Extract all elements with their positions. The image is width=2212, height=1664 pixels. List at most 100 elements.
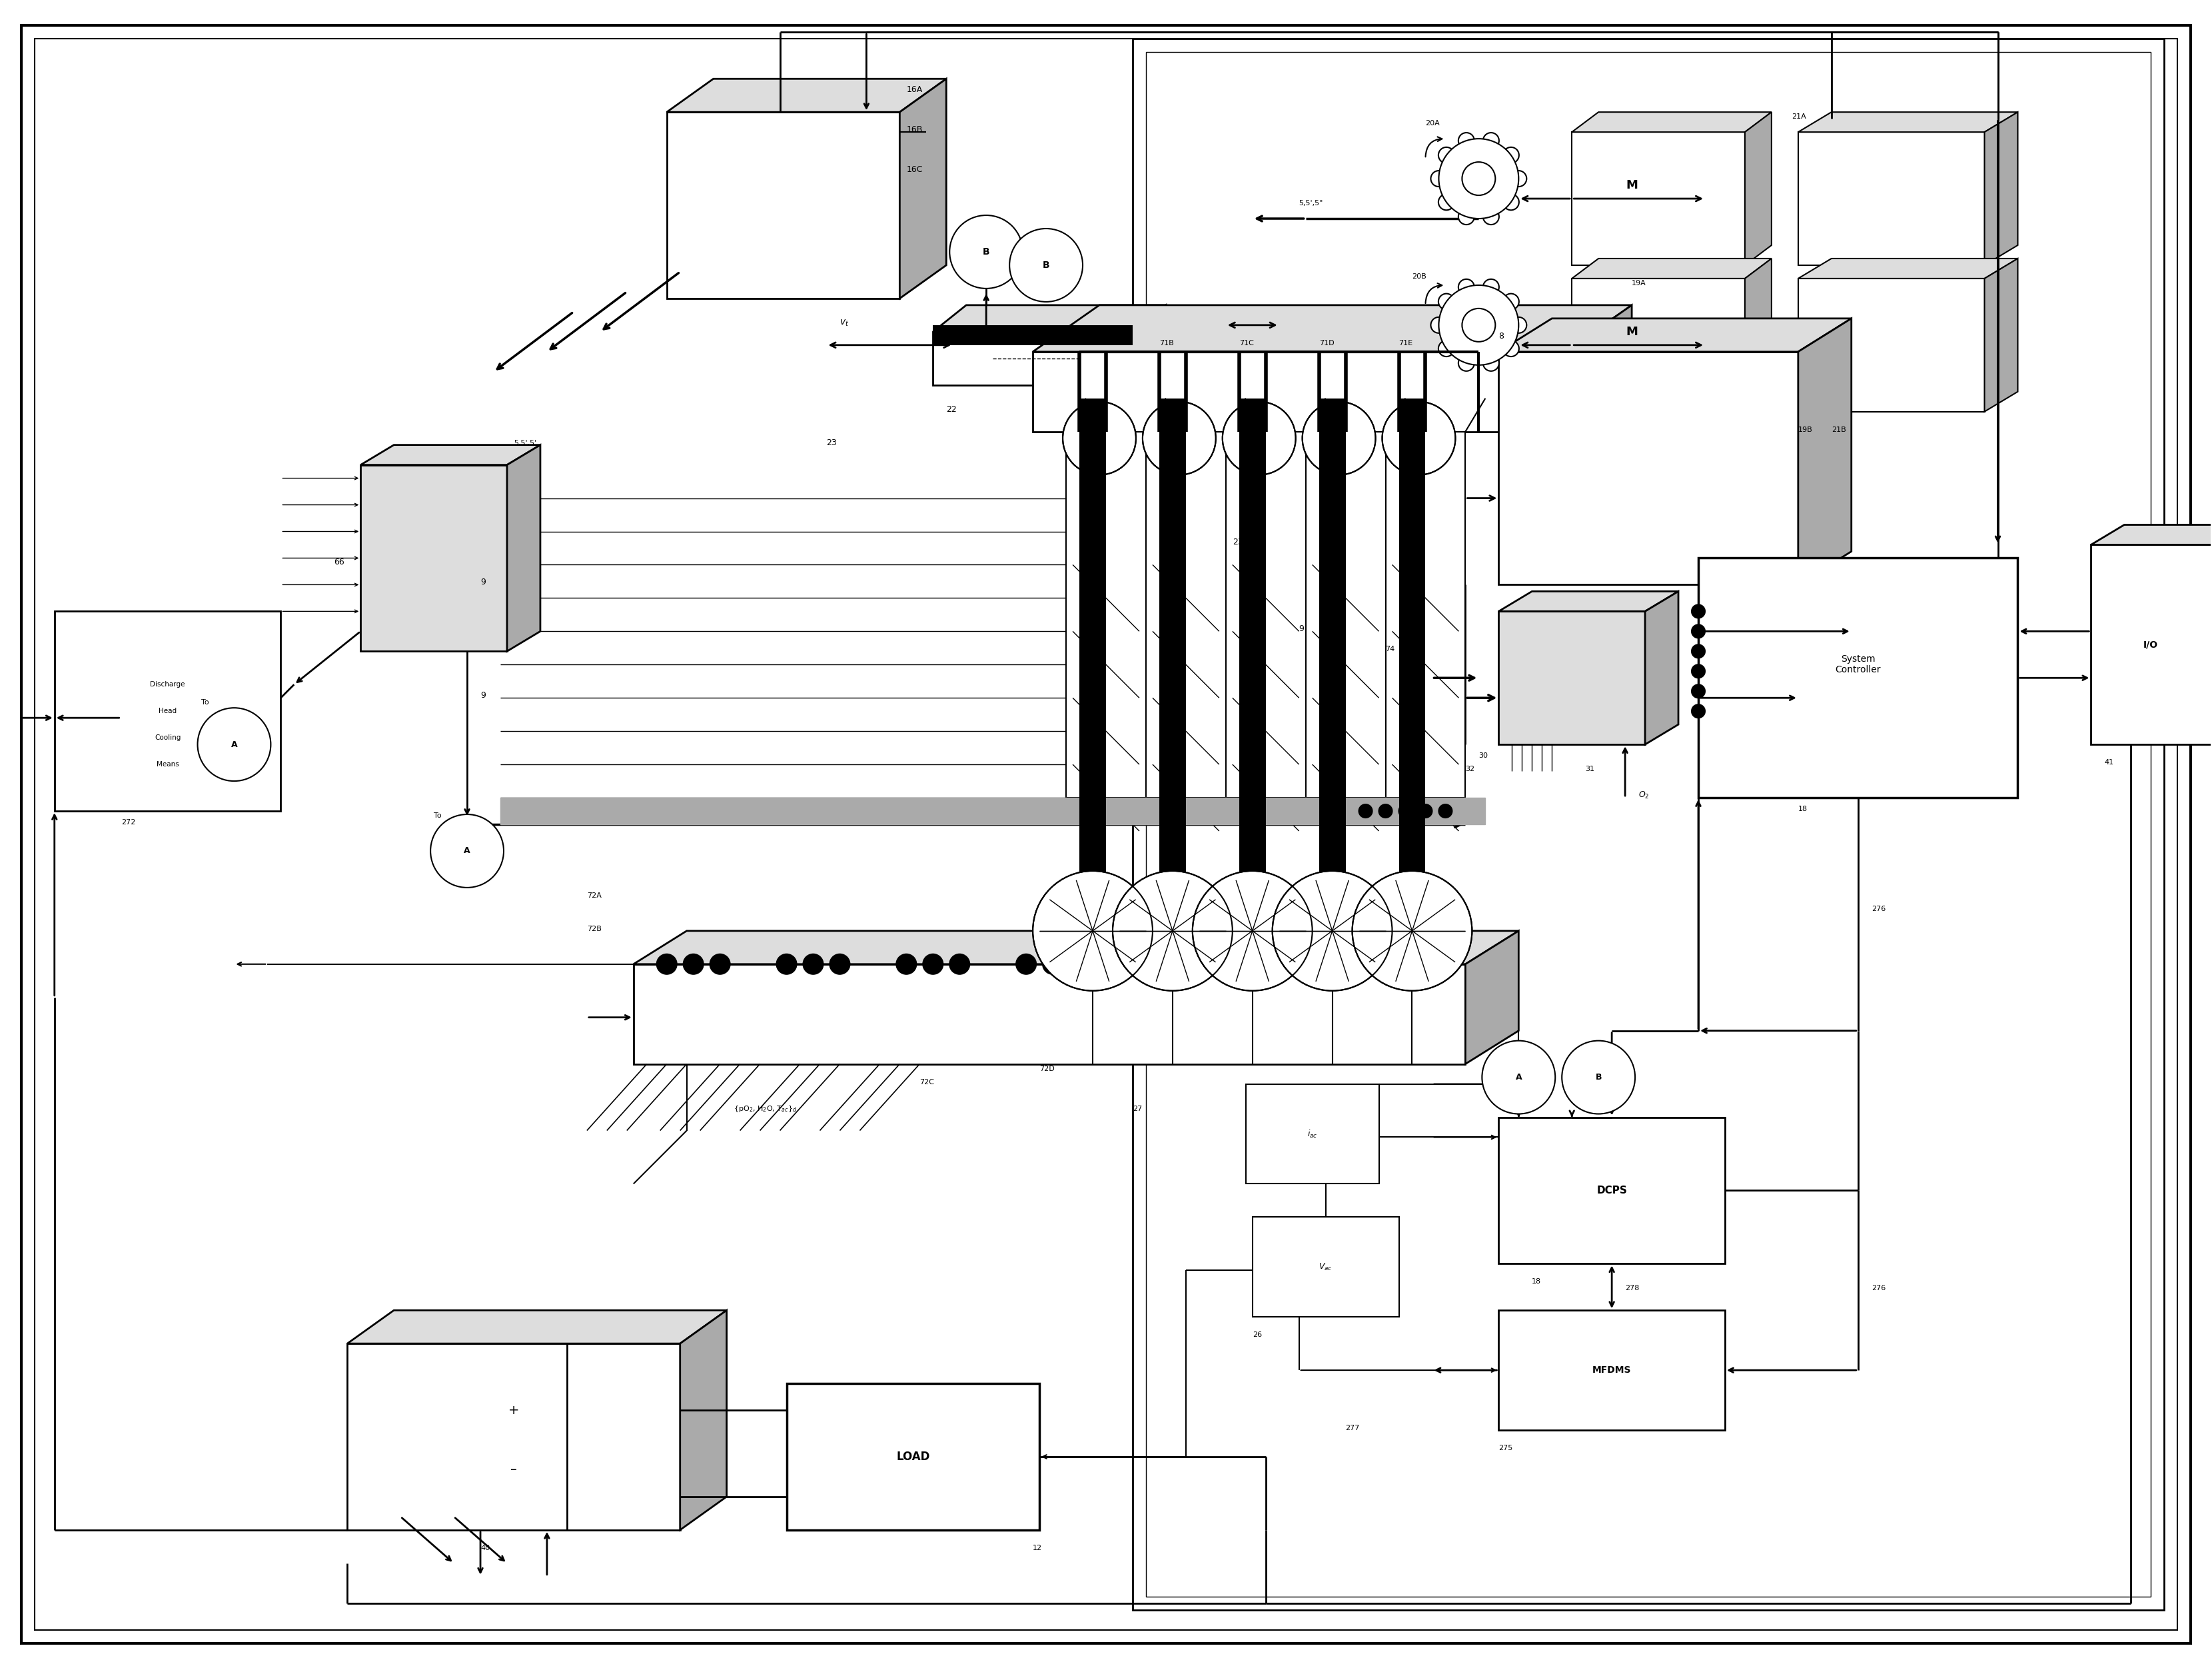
- Circle shape: [1113, 870, 1232, 990]
- Text: B: B: [982, 248, 989, 256]
- Text: Discharge: Discharge: [150, 681, 186, 687]
- Text: 12: 12: [1033, 1544, 1042, 1551]
- Ellipse shape: [1237, 421, 1283, 454]
- Bar: [1146, 52, 2150, 1596]
- Text: 72: 72: [967, 338, 978, 348]
- Circle shape: [922, 953, 942, 973]
- Bar: [1033, 351, 1566, 431]
- Text: +: +: [509, 1404, 520, 1416]
- Circle shape: [1502, 293, 1520, 310]
- Polygon shape: [1566, 305, 1632, 431]
- Text: A: A: [465, 847, 471, 855]
- Polygon shape: [1798, 111, 2017, 131]
- Text: 32: 32: [1464, 765, 1475, 772]
- Text: 71C: 71C: [1239, 339, 1254, 346]
- Polygon shape: [1133, 305, 1166, 384]
- Text: I/O: I/O: [2143, 641, 2159, 649]
- Text: 9: 9: [1298, 624, 1305, 634]
- Text: LOAD: LOAD: [896, 1451, 929, 1463]
- Text: $O_2$: $O_2$: [1639, 790, 1650, 800]
- Circle shape: [1458, 354, 1475, 371]
- Bar: [1239, 398, 1265, 897]
- Text: $i_{ac}$: $i_{ac}$: [1307, 1128, 1318, 1140]
- Text: 41: 41: [2104, 759, 2115, 765]
- Text: 23: 23: [1232, 537, 1243, 547]
- Polygon shape: [1033, 305, 1632, 351]
- Bar: [1133, 38, 2163, 1609]
- Bar: [2090, 544, 2212, 744]
- Polygon shape: [679, 1310, 728, 1529]
- Circle shape: [710, 953, 730, 973]
- Polygon shape: [1500, 318, 1851, 351]
- Text: B: B: [1595, 1073, 1601, 1082]
- Polygon shape: [347, 1310, 728, 1343]
- Circle shape: [1378, 804, 1391, 817]
- Circle shape: [1438, 146, 1453, 163]
- Text: 5,5',5": 5,5',5": [1298, 200, 1323, 206]
- Bar: [1699, 557, 2017, 797]
- Circle shape: [949, 953, 969, 973]
- Text: 72A: 72A: [586, 892, 602, 899]
- Circle shape: [1352, 870, 1471, 990]
- Circle shape: [1438, 285, 1520, 364]
- Text: 72B: 72B: [586, 925, 602, 932]
- Polygon shape: [1745, 111, 1772, 265]
- Circle shape: [197, 707, 270, 780]
- Circle shape: [896, 953, 916, 973]
- Circle shape: [1438, 195, 1453, 210]
- Circle shape: [1062, 401, 1137, 474]
- Circle shape: [1303, 401, 1376, 474]
- Circle shape: [1438, 341, 1453, 356]
- Text: 31: 31: [1586, 765, 1595, 772]
- Text: 275: 275: [1500, 1444, 1513, 1451]
- Text: 74: 74: [1385, 646, 1396, 652]
- Circle shape: [1458, 133, 1475, 148]
- Text: M: M: [1626, 326, 1637, 338]
- Text: $V_{ac}$: $V_{ac}$: [1318, 1261, 1332, 1271]
- Text: 19B: 19B: [1798, 426, 1812, 433]
- Text: 18: 18: [1533, 1278, 1542, 1285]
- Text: 72C: 72C: [920, 1078, 933, 1085]
- Polygon shape: [1573, 258, 1772, 278]
- Polygon shape: [1500, 591, 1679, 611]
- Circle shape: [1692, 684, 1705, 697]
- Text: 74: 74: [1318, 671, 1329, 681]
- Text: 71A: 71A: [1079, 339, 1095, 346]
- Bar: [1500, 611, 1646, 744]
- Text: 277: 277: [1345, 1424, 1360, 1431]
- Text: 22: 22: [947, 404, 958, 414]
- Circle shape: [776, 953, 796, 973]
- Text: Cooling: Cooling: [155, 734, 181, 740]
- Circle shape: [1692, 704, 1705, 717]
- Text: A: A: [1515, 1073, 1522, 1082]
- Text: 16C: 16C: [907, 165, 922, 175]
- Text: 23: 23: [827, 438, 836, 448]
- Bar: [55, 611, 281, 810]
- Text: 27: 27: [1133, 1105, 1141, 1112]
- Circle shape: [1398, 804, 1411, 817]
- Text: 16B: 16B: [907, 125, 922, 135]
- Circle shape: [1482, 280, 1500, 295]
- Text: 16A: 16A: [907, 85, 922, 95]
- Circle shape: [1015, 953, 1035, 973]
- Text: {pO$_2$, H$_2$O, T$_{ac}$}$_d$: {pO$_2$, H$_2$O, T$_{ac}$}$_d$: [734, 1103, 796, 1113]
- Bar: [933, 331, 1133, 384]
- Circle shape: [1223, 401, 1296, 474]
- Circle shape: [1692, 624, 1705, 637]
- Polygon shape: [900, 78, 947, 298]
- Bar: [1225, 431, 1305, 797]
- Ellipse shape: [1316, 421, 1363, 454]
- Polygon shape: [666, 78, 947, 111]
- Circle shape: [684, 953, 703, 973]
- Polygon shape: [361, 444, 540, 464]
- Text: 21A: 21A: [1792, 113, 1805, 120]
- Bar: [500, 797, 1484, 824]
- Text: 71D: 71D: [1318, 339, 1334, 346]
- Text: To: To: [201, 699, 208, 706]
- Polygon shape: [507, 444, 540, 651]
- Circle shape: [1431, 171, 1447, 186]
- Bar: [1245, 1083, 1378, 1183]
- Text: 71B: 71B: [1159, 339, 1175, 346]
- Circle shape: [1438, 138, 1520, 218]
- Circle shape: [1438, 804, 1451, 817]
